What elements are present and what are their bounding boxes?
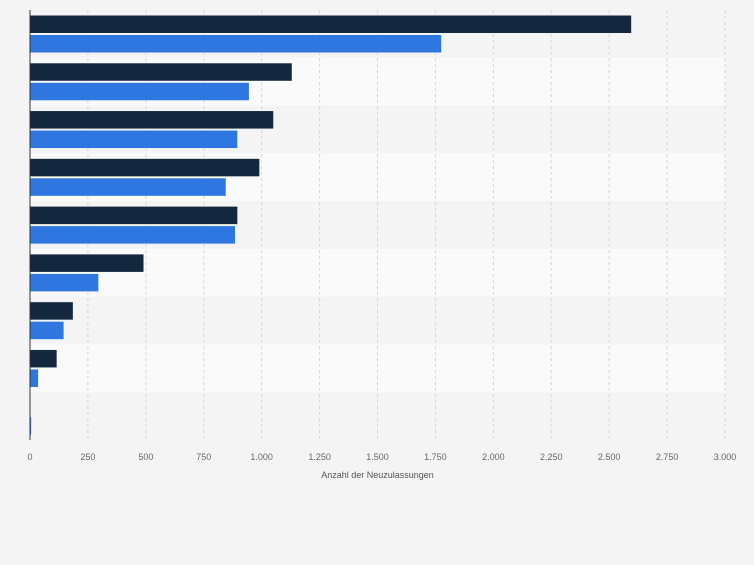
x-tick-label: 2.500 xyxy=(598,452,621,462)
bar xyxy=(30,302,73,320)
x-axis-label: Anzahl der Neuzulassungen xyxy=(321,470,434,480)
bar xyxy=(30,206,238,225)
x-tick-label: 3.000 xyxy=(714,452,737,462)
x-tick-label: 0 xyxy=(27,452,32,462)
x-tick-label: 1.500 xyxy=(366,452,389,462)
x-tick-label: 2.000 xyxy=(482,452,505,462)
x-tick-label: 2.750 xyxy=(656,452,679,462)
bar xyxy=(30,15,632,33)
bar xyxy=(30,226,236,244)
x-tick-label: 500 xyxy=(138,452,153,462)
bar xyxy=(30,63,292,81)
x-tick-label: 1.750 xyxy=(424,452,447,462)
x-tick-label: 2.250 xyxy=(540,452,563,462)
bar xyxy=(30,254,144,272)
bar xyxy=(30,417,32,435)
x-tick-label: 750 xyxy=(196,452,211,462)
bar xyxy=(30,349,57,368)
x-tick-label: 1.250 xyxy=(308,452,331,462)
bar xyxy=(30,111,274,129)
x-tick-label: 1.000 xyxy=(250,452,273,462)
bar xyxy=(30,82,249,101)
bars xyxy=(30,15,632,435)
bar xyxy=(30,35,442,53)
bar xyxy=(30,369,39,387)
bar xyxy=(30,178,226,196)
bar xyxy=(30,130,238,149)
bar xyxy=(30,273,99,292)
bar xyxy=(30,158,260,177)
row-band xyxy=(30,344,725,393)
bar xyxy=(30,321,64,340)
x-axis-ticks: 0 250 500 750 1.000 1.250 1.500 1.750 2.000 2.250… xyxy=(27,452,736,462)
x-tick-label: 250 xyxy=(80,452,95,462)
